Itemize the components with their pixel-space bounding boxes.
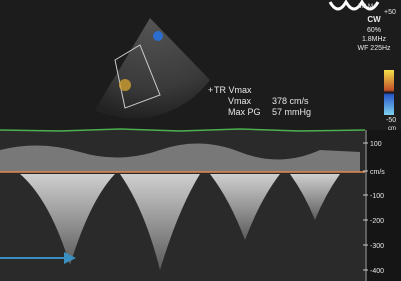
color-bar-top: +50 — [384, 9, 396, 16]
cursor-mark: + — [208, 85, 213, 95]
ultrasound-screen: M3 M4 CW 60% 1.8MHz WF 225Hz +50 -50 cm … — [0, 0, 401, 281]
scale-label: cm/s — [370, 169, 385, 176]
power-label: 60% — [367, 27, 381, 34]
scale-label: -100 — [370, 193, 384, 200]
color-bar-unit: cm — [388, 126, 396, 132]
color-flow — [119, 79, 131, 91]
scale-label: -200 — [370, 218, 384, 225]
scale-label: 100 — [370, 141, 382, 148]
measurement-title: TR Vmax — [214, 85, 252, 95]
scale-label: -400 — [370, 268, 384, 275]
measurement-value: 378 cm/s — [272, 96, 309, 106]
scale-label: -300 — [370, 243, 384, 250]
probe-label: M3 M4 — [358, 4, 377, 10]
upper-panel — [0, 0, 401, 130]
measurement-name: Max PG — [228, 107, 261, 117]
filter-label: WF 225Hz — [357, 45, 391, 52]
measurement-name: Vmax — [228, 96, 252, 106]
mode-label: CW — [367, 15, 381, 24]
probe-marker — [153, 31, 163, 41]
color-bar — [384, 70, 394, 115]
doppler-image: M3 M4 CW 60% 1.8MHz WF 225Hz +50 -50 cm … — [0, 0, 401, 281]
measurement-value: 57 mmHg — [272, 107, 311, 117]
frequency-label: 1.8MHz — [362, 36, 387, 43]
color-bar-bottom: -50 — [386, 117, 396, 124]
